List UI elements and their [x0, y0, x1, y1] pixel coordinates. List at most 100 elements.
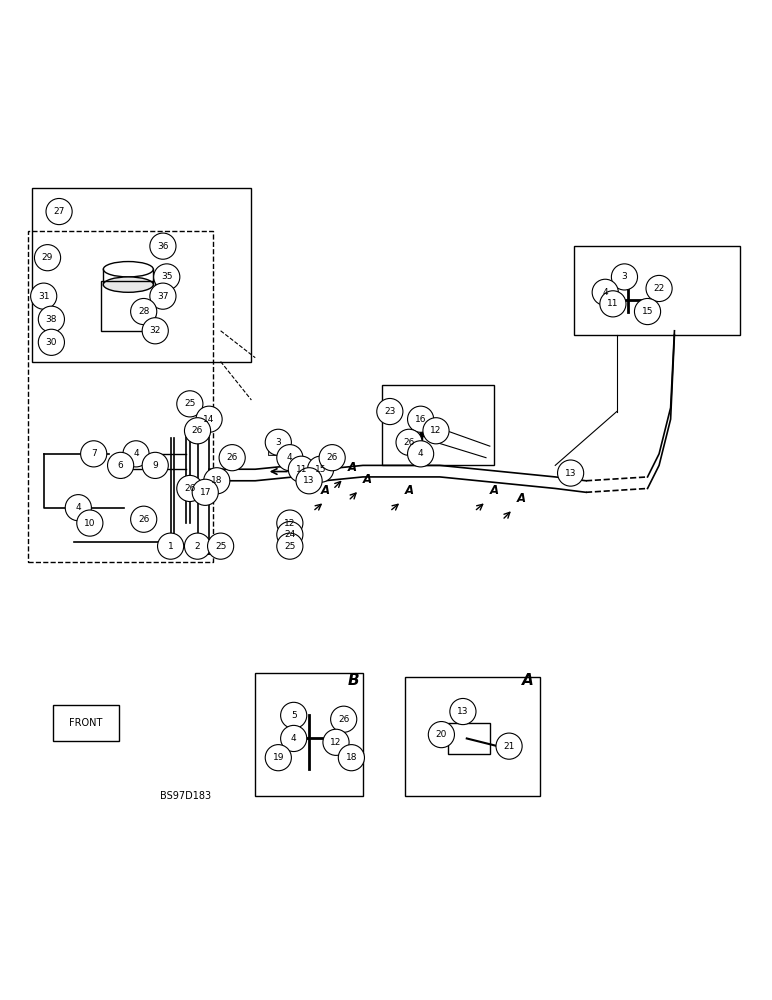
Circle shape — [408, 406, 434, 432]
Text: 12: 12 — [284, 519, 296, 528]
Text: A: A — [320, 484, 330, 497]
Circle shape — [611, 264, 638, 290]
Circle shape — [319, 445, 345, 471]
Circle shape — [31, 283, 57, 309]
Circle shape — [150, 283, 176, 309]
Circle shape — [196, 406, 222, 432]
Bar — [32, 188, 252, 362]
Text: 32: 32 — [150, 326, 161, 335]
Text: 35: 35 — [161, 272, 172, 281]
Text: 11: 11 — [296, 465, 307, 474]
Circle shape — [177, 475, 203, 502]
Circle shape — [307, 456, 334, 482]
Text: 4: 4 — [76, 503, 81, 512]
Text: 4: 4 — [287, 453, 293, 462]
Text: 4: 4 — [291, 734, 296, 743]
Bar — [382, 385, 493, 465]
Circle shape — [396, 429, 422, 455]
Text: 11: 11 — [607, 299, 618, 308]
Circle shape — [288, 456, 314, 482]
Text: 26: 26 — [185, 484, 195, 493]
Text: FRONT: FRONT — [69, 718, 103, 728]
Circle shape — [280, 702, 306, 728]
Circle shape — [600, 291, 626, 317]
Circle shape — [130, 298, 157, 325]
Text: 37: 37 — [157, 292, 168, 301]
Text: 4: 4 — [602, 288, 608, 297]
Text: 26: 26 — [327, 453, 338, 462]
Circle shape — [185, 418, 211, 444]
Text: 38: 38 — [46, 315, 57, 324]
Text: 1: 1 — [168, 542, 174, 551]
Text: 29: 29 — [42, 253, 53, 262]
Text: 3: 3 — [276, 438, 281, 447]
Circle shape — [323, 729, 349, 755]
Text: A: A — [347, 461, 357, 474]
Text: 18: 18 — [211, 476, 222, 485]
Text: 26: 26 — [192, 426, 203, 435]
Circle shape — [150, 233, 176, 259]
Circle shape — [330, 706, 357, 732]
Circle shape — [423, 418, 449, 444]
Circle shape — [277, 445, 303, 471]
Circle shape — [185, 533, 211, 559]
Text: BS97D183: BS97D183 — [161, 791, 212, 801]
Text: 4: 4 — [418, 449, 423, 458]
Text: 20: 20 — [435, 730, 447, 739]
Circle shape — [39, 329, 65, 355]
Bar — [256, 673, 363, 796]
Text: 15: 15 — [315, 465, 327, 474]
Circle shape — [496, 733, 522, 759]
Circle shape — [208, 533, 234, 559]
Circle shape — [80, 441, 107, 467]
Text: 27: 27 — [53, 207, 65, 216]
Text: 15: 15 — [642, 307, 653, 316]
Text: 4: 4 — [134, 449, 139, 458]
Text: B: B — [297, 465, 308, 479]
Text: 5: 5 — [291, 711, 296, 720]
Circle shape — [157, 533, 184, 559]
Circle shape — [646, 275, 672, 302]
Circle shape — [592, 279, 618, 305]
Text: 12: 12 — [430, 426, 442, 435]
Text: 13: 13 — [457, 707, 469, 716]
Text: 28: 28 — [138, 307, 150, 316]
Text: 26: 26 — [226, 453, 238, 462]
Circle shape — [277, 533, 303, 559]
Text: A: A — [490, 484, 499, 497]
Circle shape — [66, 495, 91, 521]
Circle shape — [204, 468, 230, 494]
Circle shape — [39, 306, 65, 332]
Circle shape — [142, 318, 168, 344]
Text: 6: 6 — [118, 461, 124, 470]
Text: 13: 13 — [565, 469, 577, 478]
Text: 30: 30 — [46, 338, 57, 347]
Circle shape — [377, 398, 403, 425]
Circle shape — [338, 745, 364, 771]
Text: 10: 10 — [84, 519, 96, 528]
Circle shape — [296, 468, 322, 494]
Text: 25: 25 — [185, 399, 195, 408]
Circle shape — [130, 506, 157, 532]
Text: 14: 14 — [203, 415, 215, 424]
Text: 7: 7 — [91, 449, 96, 458]
Circle shape — [266, 745, 291, 771]
Circle shape — [177, 391, 203, 417]
Circle shape — [142, 452, 168, 478]
Bar — [101, 281, 155, 331]
Text: B: B — [348, 673, 360, 688]
Circle shape — [123, 441, 149, 467]
Bar — [269, 445, 280, 455]
Text: 18: 18 — [346, 753, 357, 762]
Text: 13: 13 — [303, 476, 315, 485]
Text: A: A — [516, 492, 526, 505]
Circle shape — [219, 445, 245, 471]
Text: A: A — [363, 473, 372, 486]
Bar — [405, 677, 540, 796]
Text: 31: 31 — [38, 292, 49, 301]
Circle shape — [192, 479, 218, 505]
Text: 25: 25 — [284, 542, 296, 551]
Text: A: A — [405, 484, 415, 497]
Text: 21: 21 — [503, 742, 515, 751]
Circle shape — [557, 460, 584, 486]
